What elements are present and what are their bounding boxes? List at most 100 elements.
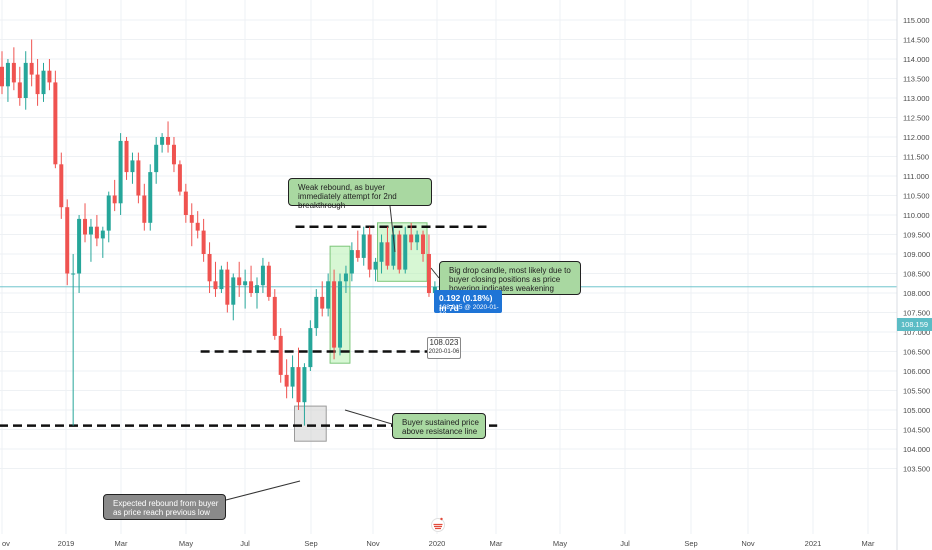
measure-change: 0.192 (0.18%) in 7d [439,293,493,313]
candle-body [379,242,384,262]
candle-body [5,62,10,87]
candle-body [88,226,93,235]
y-tick-label: 110.000 [903,211,930,220]
candle [284,359,289,399]
x-tick-label: Sep [304,539,317,548]
y-tick-label: 108.500 [903,270,930,279]
candle-body [47,70,52,83]
candle-body [219,269,224,290]
candle [332,269,337,360]
candle [106,191,111,243]
candle [29,39,34,87]
candle [355,230,360,262]
candle [385,226,390,270]
note-expected-rebound[interactable]: Expected rebound from buyer as price rea… [103,494,226,520]
x-tick-label: Mar [115,539,128,548]
x-tick-label: Mar [862,539,875,548]
candle-body [201,230,206,254]
candle-body [136,160,141,196]
candle-body [332,281,337,348]
highlight-box[interactable] [377,222,428,282]
x-tick-label: 2019 [58,539,75,548]
candle [59,152,64,219]
y-tick-label: 104.500 [903,426,930,435]
y-tick-label: 108.000 [903,289,930,298]
x-tick-label: May [553,539,567,548]
low-price-date: 2020-01-06 [428,349,460,355]
candle [426,234,431,297]
candle [367,226,372,278]
candle-body [302,367,307,403]
candle [272,289,277,340]
y-tick-label: 104.000 [903,445,930,454]
price-axis[interactable]: 115.000 114.500 114.000 113.500 113.000 112.5… [903,16,930,474]
time-axis[interactable]: ov 2019 Mar May Jul Sep Nov 2020 Mar May Jul Sep Nov… [2,539,875,548]
candle-body [326,281,331,309]
y-tick-label: 109.500 [903,231,930,240]
candle [421,230,426,262]
candle [35,59,40,106]
y-tick-label: 112.000 [903,133,930,142]
candle-body [154,144,159,173]
note-weak-rebound-text: Weak rebound, as buyer immediately attem… [298,183,397,210]
candle-body [373,261,378,270]
highlight-box[interactable] [294,405,327,442]
candle [154,137,159,184]
candle-body [41,70,46,95]
candle-body [130,160,135,173]
x-tick-label: Nov [741,539,755,548]
candle-body [320,296,325,309]
candle-body [432,286,437,293]
support-resistance-lines [0,225,498,427]
candle-body [272,296,277,336]
candle [249,265,254,297]
note-weak-rebound[interactable]: Weak rebound, as buyer immediately attem… [288,178,432,210]
candle [409,222,414,251]
candle-body [17,82,22,98]
candle-body [59,164,64,208]
candle-body [343,273,348,282]
candle-body [403,234,408,270]
candle [189,203,194,247]
candle-body [237,277,242,286]
candle-body [71,273,76,275]
y-tick-label: 105.000 [903,406,930,415]
x-tick-label: Sep [684,539,697,548]
candle-body [35,74,40,95]
candle [88,218,93,262]
low-price-value: 108.023 [429,338,459,347]
annotation-connectors [225,205,440,501]
x-tick-label: Mar [490,539,503,548]
note-buyer-sustained[interactable]: Buyer sustained price above resistance l… [392,413,486,439]
candle [373,257,378,282]
candle-body [106,195,111,231]
candle-body [284,374,289,387]
candle-body [243,281,248,286]
measure-tooltip[interactable]: 0.192 (0.18%) in 7d 108.215 @ 2020-01-12 [434,290,502,318]
candle [71,254,76,426]
y-tick-label: 111.000 [903,172,929,181]
tradingview-logo-icon[interactable] [430,516,446,532]
candle-body [189,215,194,223]
x-tick-label: Jul [620,539,630,548]
x-tick-label: Jul [240,539,250,548]
connector-line [344,409,393,425]
note-buyer-sustained-text: Buyer sustained price above resistance l… [402,418,479,436]
candle [231,273,236,321]
candle [53,70,58,169]
candle-body [195,222,200,231]
candle [397,230,402,274]
candle [118,133,123,215]
candle-body [118,140,123,204]
candle-body [65,207,70,274]
candle-body [426,254,431,293]
note-expected-rebound-text: Expected rebound from buyer as price rea… [113,499,219,517]
candle [41,62,46,102]
candle [266,261,271,301]
candle [183,183,188,223]
candle-body [77,218,82,274]
candle [207,242,212,293]
candle [302,363,307,426]
candle-body [142,195,147,223]
